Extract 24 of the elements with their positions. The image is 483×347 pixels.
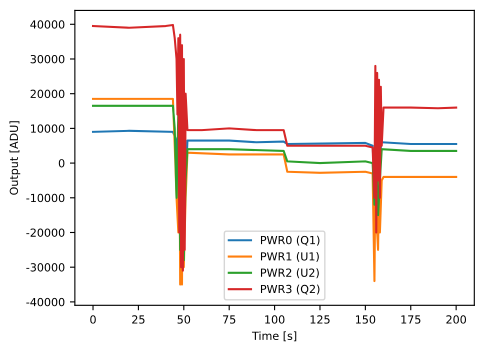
x-axis-title: Time [s] (252, 331, 296, 342)
y-tick-label: -10000 (26, 194, 64, 202)
y-tick-label: 30000 (30, 54, 64, 64)
legend-label: PWR0 (Q1) (260, 236, 320, 246)
legend-label: PWR2 (U2) (260, 268, 319, 278)
y-tick-label: 0 (58, 159, 64, 168)
x-tick-label: 75 (223, 315, 236, 324)
x-tick-label: 150 (356, 315, 376, 324)
legend-label: PWR1 (U1) (260, 252, 319, 262)
x-tick-label: 175 (401, 315, 420, 324)
y-tick-label: 20000 (30, 90, 64, 98)
y-tick-label: -30000 (26, 263, 64, 272)
x-tick-label: 0 (90, 315, 96, 324)
x-tick-label: 50 (178, 315, 190, 324)
x-tick-label: 100 (265, 315, 284, 324)
x-tick-label: 125 (310, 315, 330, 324)
legend-label: PWR3 (Q2) (260, 284, 320, 295)
y-tick-label: 40000 (30, 20, 64, 29)
y-tick-label: 10000 (31, 124, 64, 133)
y-axis-title: Output [ADU] (9, 121, 20, 195)
y-tick-label: -40000 (26, 298, 64, 306)
x-tick-label: 25 (132, 315, 145, 324)
y-tick-label: -20000 (26, 228, 64, 237)
x-tick-label: 200 (446, 315, 466, 324)
